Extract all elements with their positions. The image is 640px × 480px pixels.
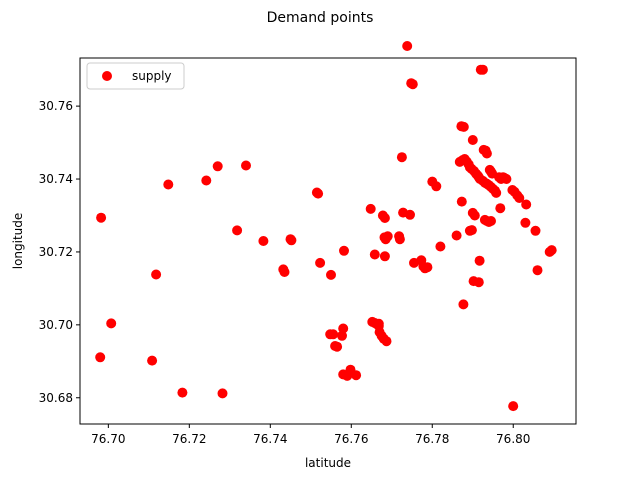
data-point [338, 323, 349, 334]
data-point [177, 387, 188, 398]
legend-label: supply [132, 69, 172, 83]
data-point [521, 199, 532, 210]
data-point [95, 352, 106, 363]
data-point [332, 341, 343, 352]
y-tick-label: 30.70 [39, 318, 73, 332]
x-tick-label: 76.76 [334, 432, 368, 446]
data-point [217, 388, 228, 399]
x-tick-label: 76.80 [496, 432, 530, 446]
data-point [339, 245, 349, 256]
data-point [486, 216, 496, 226]
y-axis-ticks: 30.68 30.70 30.72 30.74 30.76 [39, 99, 80, 405]
data-point [508, 401, 519, 412]
data-point [431, 181, 442, 192]
data-point [106, 318, 117, 329]
data-point [474, 255, 485, 266]
data-point [467, 135, 478, 145]
data-point [369, 249, 380, 260]
y-tick-label: 30.72 [39, 245, 73, 259]
data-point [451, 230, 462, 241]
legend: supply [86, 62, 185, 90]
data-point [382, 231, 393, 242]
data-point [466, 225, 477, 236]
data-point [456, 196, 467, 207]
data-point [405, 209, 415, 220]
data-point [402, 41, 413, 51]
data-point [458, 299, 469, 310]
data-point [286, 235, 297, 246]
data-point [279, 267, 290, 277]
data-point [458, 121, 469, 132]
data-point [422, 262, 433, 273]
data-point [435, 241, 446, 252]
data-point [396, 152, 407, 163]
data-point [469, 210, 480, 221]
data-point [477, 64, 488, 75]
data-point [481, 148, 492, 159]
data-point [379, 251, 390, 262]
data-point [520, 217, 531, 228]
data-point [394, 234, 405, 245]
data-point [381, 336, 392, 347]
data-point [491, 187, 502, 198]
data-point [473, 277, 484, 288]
data-point [530, 225, 541, 236]
y-axis-label: longitude [11, 213, 25, 270]
data-point [365, 203, 376, 214]
y-tick-label: 30.68 [39, 391, 73, 405]
data-point [232, 225, 243, 236]
data-point [163, 179, 174, 190]
data-point [532, 265, 543, 276]
y-tick-label: 30.74 [39, 172, 73, 186]
data-point [514, 193, 525, 203]
data-point [315, 257, 326, 268]
data-point [407, 79, 418, 90]
data-point [326, 269, 336, 280]
y-tick-label: 30.76 [39, 99, 73, 113]
data-point [495, 203, 506, 214]
x-tick-label: 76.70 [91, 432, 125, 446]
data-point [258, 236, 269, 246]
data-point [379, 213, 390, 223]
data-point [313, 188, 324, 199]
data-point [241, 160, 251, 171]
x-axis-label: latitude [305, 456, 351, 470]
data-point [151, 269, 162, 280]
data-point [501, 174, 512, 184]
data-points [95, 41, 557, 412]
data-point [96, 212, 107, 223]
data-point [201, 175, 212, 186]
plot-frame [79, 57, 577, 425]
data-point [212, 161, 223, 172]
data-point [351, 370, 362, 381]
data-point [546, 245, 557, 256]
x-tick-label: 76.74 [253, 432, 287, 446]
chart-title: Demand points [267, 10, 374, 26]
x-tick-label: 76.78 [415, 432, 449, 446]
data-point [147, 355, 158, 366]
x-axis-ticks: 76.70 76.72 76.74 76.76 76.78 76.80 [91, 424, 530, 446]
legend-box [86, 62, 185, 90]
data-point [328, 329, 339, 340]
legend-marker [102, 71, 112, 81]
x-tick-label: 76.72 [172, 432, 206, 446]
